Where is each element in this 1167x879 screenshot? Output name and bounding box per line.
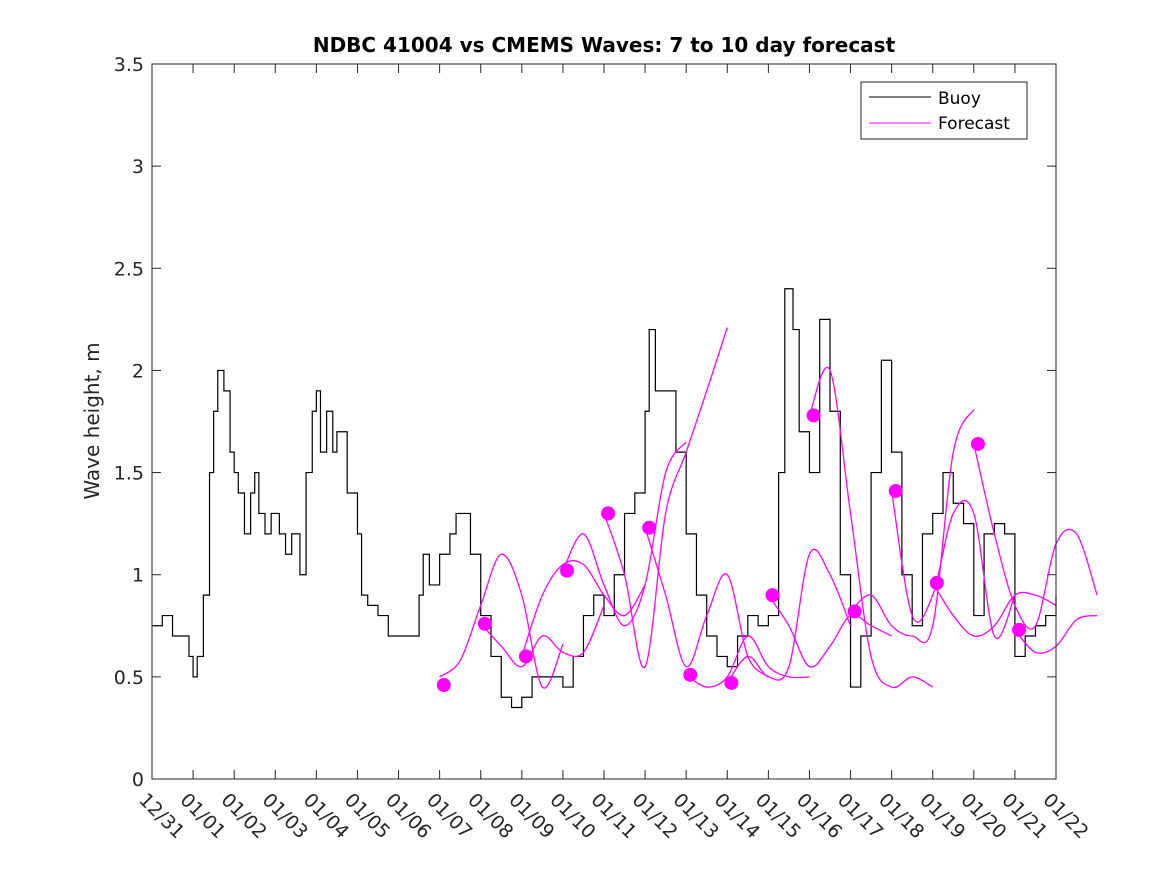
forecast-line-9 <box>767 594 892 668</box>
x-tick-label: 01/02 <box>217 789 271 843</box>
forecast-start-marker-3 <box>518 649 533 664</box>
x-tick-label: 01/22 <box>1038 789 1092 843</box>
x-tick-label: 01/21 <box>997 789 1051 843</box>
legend-forecast-label: Forecast <box>938 114 1010 134</box>
y-tick-label: 2 <box>132 360 144 382</box>
x-tick-label: 01/08 <box>463 789 517 843</box>
y-tick-label: 0 <box>132 769 144 791</box>
forecast-line-7 <box>685 635 810 688</box>
forecast-line-5 <box>603 327 728 669</box>
x-tick-label: 01/20 <box>956 789 1010 843</box>
x-tick-label: 01/17 <box>833 789 887 843</box>
forecast-start-marker-1 <box>436 678 451 693</box>
forecast-start-marker-12 <box>888 483 903 498</box>
x-tick-label: 01/19 <box>915 789 969 843</box>
x-tick-label: 01/09 <box>504 789 558 843</box>
y-tick-label: 3 <box>132 156 144 178</box>
x-tick-label: 01/01 <box>176 789 230 843</box>
x-tick-label: 01/16 <box>792 789 846 843</box>
x-tick-label: 12/31 <box>134 789 188 843</box>
x-tick-label: 01/15 <box>751 789 805 843</box>
x-tick-label: 01/04 <box>299 789 353 843</box>
forecast-start-marker-13 <box>929 575 944 590</box>
forecast-start-marker-5 <box>601 506 616 521</box>
y-tick-label: 1 <box>132 565 144 587</box>
y-axis-label: Wave height, m <box>80 342 104 499</box>
forecast-line-13 <box>932 582 1057 637</box>
forecast-start-marker-4 <box>560 563 575 578</box>
buoy-line <box>152 288 1057 709</box>
y-tick-label: 0.5 <box>114 667 144 689</box>
forecast-start-marker-2 <box>477 616 492 631</box>
forecast-line-1 <box>439 553 564 689</box>
x-tick-label: 01/14 <box>710 789 764 843</box>
y-tick-label: 2.5 <box>114 258 144 280</box>
forecast-line-4 <box>562 441 687 627</box>
x-tick-label: 01/12 <box>628 789 682 843</box>
plot-area <box>152 64 1056 779</box>
forecast-start-marker-14 <box>970 436 985 451</box>
x-tick-label: 01/10 <box>545 789 599 843</box>
x-tick-label: 01/13 <box>669 789 723 843</box>
chart-title: NDBC 41004 vs CMEMS Waves: 7 to 10 day f… <box>313 33 896 57</box>
x-tick-label: 01/05 <box>340 789 394 843</box>
forecast-start-marker-10 <box>806 408 821 423</box>
forecast-line-14 <box>973 443 1098 630</box>
y-tick-label: 3.5 <box>114 54 144 76</box>
forecast-start-marker-7 <box>683 667 698 682</box>
forecast-line-8 <box>726 548 852 684</box>
plot-frame <box>151 63 1057 780</box>
forecast-line-10 <box>808 366 934 689</box>
legend-box <box>860 81 1028 140</box>
x-tick-label: 01/07 <box>422 789 476 843</box>
y-tick-label: 1.5 <box>114 463 144 485</box>
forecast-line-11 <box>850 408 975 644</box>
forecast-line-2 <box>480 605 605 668</box>
legend: Buoy Forecast <box>860 81 1028 140</box>
x-tick-label: 01/18 <box>874 789 928 843</box>
forecast-start-marker-15 <box>1012 622 1027 637</box>
legend-buoy-label: Buoy <box>938 89 981 109</box>
forecast-start-marker-6 <box>642 520 657 535</box>
forecast-start-marker-11 <box>847 604 862 619</box>
x-tick-label: 01/11 <box>586 789 640 843</box>
forecast-line-12 <box>890 490 1016 640</box>
forecast-line-3 <box>521 560 646 657</box>
x-tick-label: 01/06 <box>381 789 435 843</box>
forecast-start-marker-8 <box>724 675 739 690</box>
x-tick-label: 01/03 <box>258 789 312 843</box>
forecast-start-marker-9 <box>765 588 780 603</box>
